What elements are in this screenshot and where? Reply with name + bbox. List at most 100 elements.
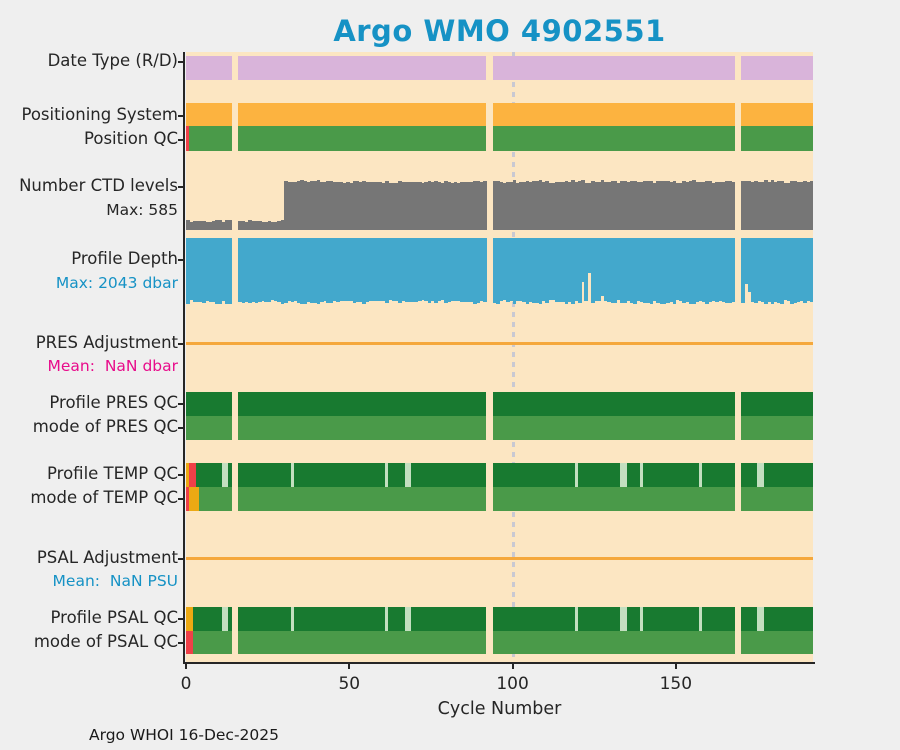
bar-cycle-35 [300,180,304,230]
bar-cycle-17 [241,238,246,303]
y-tick-0 [178,61,183,63]
bar-cycle-22 [257,221,262,230]
band-overlay-pale [385,607,389,631]
row-label-16: mode of PSAL QC [33,632,178,651]
bar-cycle-107 [535,181,540,230]
bar-cycle-29 [280,219,285,230]
bar-cycle-91 [483,181,487,230]
bar-cycle-182 [780,238,784,304]
y-axis-line [183,52,185,664]
bar-cycle-147 [666,238,670,303]
x-tick-label-0: 0 [180,674,192,694]
bar-cycle-176 [760,181,765,230]
bar-cycle-191 [809,181,814,230]
bar-cycle-74 [427,181,432,230]
bar-cycle-142 [649,180,654,230]
bar-cycle-170 [741,238,745,304]
bar-cycle-187 [796,238,801,303]
bar-cycle-12 [225,238,229,305]
bar-cycle-20 [251,238,255,303]
bar-cycle-181 [777,181,781,230]
y-tick-3 [178,186,183,188]
bar-cycle-61 [385,238,389,304]
bar-cycle-118 [571,238,575,305]
bar-cycle-94 [492,238,497,304]
band-overlay-pale [757,607,765,631]
bar-cycle-149 [672,238,677,304]
bar-cycle-46 [336,181,340,230]
bar-cycle-112 [551,238,556,301]
row-label-10: mode of PRES QC [32,417,178,436]
bar-cycle-70 [414,238,419,303]
band-segment [238,463,487,487]
bar-cycle-154 [688,238,693,304]
bar-cycle-141 [646,180,651,230]
bar-cycle-31 [287,238,291,302]
bar-cycle-127 [600,238,605,297]
bar-cycle-51 [352,238,357,304]
figure-title: Argo WMO 4902551 [333,14,666,48]
bar-cycle-77 [437,238,442,301]
bar-cycle-100 [512,238,517,304]
bar-cycle-99 [509,238,513,302]
bar-cycle-124 [590,180,595,230]
bar-cycle-59 [378,182,383,230]
bar-cycle-148 [669,238,673,303]
bar-cycle-36 [303,180,308,230]
bar-cycle-96 [499,182,504,230]
bar-cycle-102 [519,182,523,230]
bar-cycle-149 [672,180,677,230]
bar-cycle-13 [228,220,233,230]
reference-line-cycle-100 [511,52,515,663]
bar-cycle-133 [620,181,624,230]
bar-cycle-151 [679,238,683,301]
bar-cycle-132 [617,238,621,301]
band-overlay-gold [186,463,190,487]
bar-cycle-46 [336,238,340,303]
bar-cycle-128 [604,182,608,230]
y-tick-2 [178,139,183,141]
bar-cycle-47 [339,238,344,301]
bar-cycle-17 [241,220,246,230]
band-segment [741,463,813,487]
bar-cycle-147 [666,181,670,230]
bar-cycle-76 [434,181,438,230]
y-tick-7 [178,427,183,429]
band-segment [238,487,487,511]
bar-cycle-26 [270,222,275,230]
bar-cycle-129 [607,181,611,230]
band-overlay-gold [186,607,193,631]
profile-psal-qc-band [186,607,813,631]
bar-cycle-170 [741,181,745,230]
band-segment [741,392,813,416]
bar-cycle-76 [434,238,438,303]
bar-cycle-179 [770,238,775,305]
bar-cycle-90 [479,182,484,230]
bar-cycle-151 [679,182,683,230]
footer-text: Argo WHOI 16-Dec-2025 [89,726,279,744]
bar-cycle-175 [757,238,762,301]
bar-cycle-40 [316,180,321,230]
bar-cycle-172 [747,238,752,293]
bar-cycle-90 [479,238,484,301]
bar-cycle-190 [806,238,811,301]
band-overlay-red [186,631,193,654]
band-segment [741,56,813,80]
band-segment [238,416,487,440]
band-segment [741,487,813,511]
bar-cycle-135 [626,238,631,301]
bar-cycle-29 [280,238,285,305]
bar-cycle-66 [401,238,406,302]
bar-cycle-146 [662,180,667,230]
bar-cycle-180 [773,238,778,303]
bar-cycle-138 [636,182,641,230]
bar-cycle-42 [323,182,327,230]
bar-cycle-178 [767,238,771,302]
bar-cycle-68 [408,238,412,302]
positioning-system-band [186,103,813,126]
bar-cycle-177 [764,180,768,230]
bar-cycle-159 [705,238,709,304]
band-segment [492,607,735,631]
bar-cycle-43 [326,181,331,230]
